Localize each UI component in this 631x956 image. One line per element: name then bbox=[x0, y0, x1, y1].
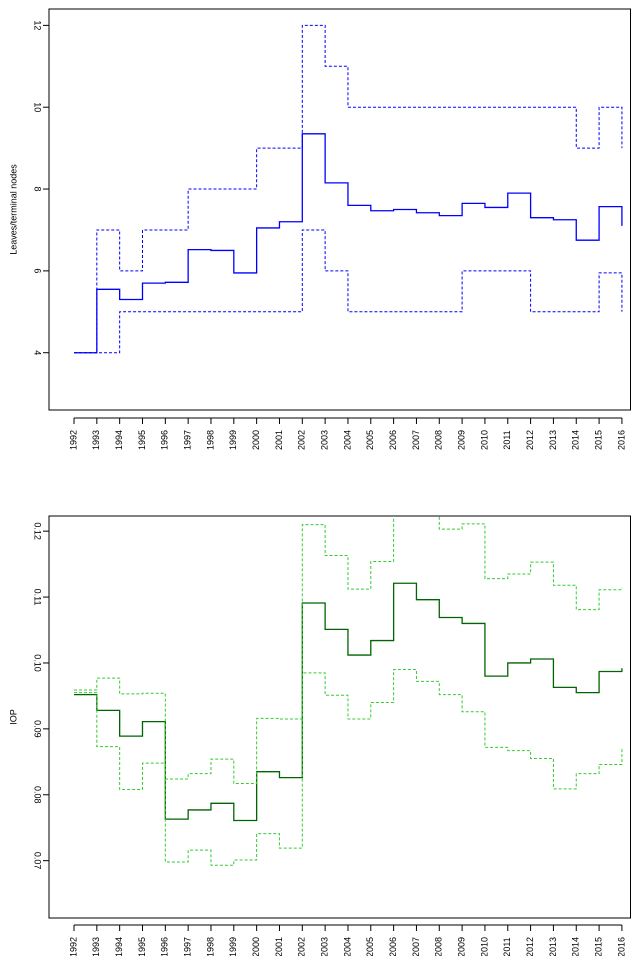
y-axis-title: IOP bbox=[8, 709, 18, 725]
y-tick-label: 0.10 bbox=[33, 654, 43, 672]
x-tick-label: 2010 bbox=[479, 937, 489, 956]
leaves-lower-series bbox=[74, 229, 623, 354]
x-tick-label: 1999 bbox=[228, 937, 238, 956]
iop-lower-series bbox=[74, 669, 623, 866]
y-tick-label: 12 bbox=[33, 20, 43, 30]
x-tick-label: 2016 bbox=[616, 430, 626, 450]
y-tick-label: 0.12 bbox=[33, 522, 43, 540]
x-tick-label: 2004 bbox=[342, 430, 352, 450]
leaves-upper-series bbox=[74, 24, 623, 354]
x-tick-label: 1998 bbox=[205, 937, 215, 956]
x-tick-label: 1996 bbox=[160, 937, 170, 956]
x-tick-label: 2009 bbox=[456, 430, 466, 450]
x-tick-label: 2001 bbox=[274, 937, 284, 956]
x-tick-label: 2010 bbox=[479, 430, 489, 450]
x-tick-label: 2001 bbox=[274, 430, 284, 450]
x-tick-label: 2004 bbox=[342, 937, 352, 956]
x-tick-label: 2000 bbox=[251, 937, 261, 956]
y-tick-label: 0.08 bbox=[33, 786, 43, 804]
iop-estimate-series bbox=[74, 582, 623, 822]
x-tick-label: 2012 bbox=[525, 430, 535, 450]
x-tick-label: 2009 bbox=[456, 937, 466, 956]
x-tick-label: 2007 bbox=[411, 937, 421, 956]
x-tick-label: 1996 bbox=[160, 430, 170, 450]
x-tick-label: 2005 bbox=[365, 937, 375, 956]
x-tick-label: 2014 bbox=[571, 937, 581, 956]
x-tick-label: 1994 bbox=[114, 937, 124, 956]
x-tick-label: 2011 bbox=[502, 937, 512, 956]
x-tick-label: 1998 bbox=[205, 430, 215, 450]
iop-chart-panel: 0.07 0.08 0.09 0.10 0.11 0.12 IOP 1992 1993 1994 1… bbox=[8, 515, 631, 956]
leaves-estimate-series bbox=[74, 133, 623, 354]
x-tick-label: 1995 bbox=[137, 430, 147, 450]
plot-frame bbox=[48, 8, 631, 411]
x-tick-label: 2011 bbox=[502, 430, 512, 449]
x-tick-label: 2014 bbox=[571, 430, 581, 450]
x-tick-label: 2002 bbox=[297, 430, 307, 450]
y-tick-label: 0.11 bbox=[33, 589, 43, 606]
x-tick-label: 2015 bbox=[593, 430, 603, 450]
x-tick-label: 2006 bbox=[388, 430, 398, 450]
leaves-chart-panel: 4 6 8 10 12 Leaves/terminal nodes 1992 1993 1994… bbox=[8, 8, 631, 450]
x-tick-label: 2003 bbox=[320, 937, 330, 956]
y-tick-label: 6 bbox=[33, 268, 43, 273]
x-tick-label: 2015 bbox=[593, 937, 603, 956]
x-tick-label: 1992 bbox=[68, 937, 78, 956]
x-tick-label: 1993 bbox=[91, 937, 101, 956]
x-tick-label: 2006 bbox=[388, 937, 398, 956]
x-tick-label: 1997 bbox=[183, 430, 193, 450]
x-tick-label: 2002 bbox=[297, 937, 307, 956]
x-tick-label: 2013 bbox=[548, 937, 558, 956]
x-tick-label: 1997 bbox=[183, 937, 193, 956]
x-tick-label: 1999 bbox=[228, 430, 238, 450]
plot-frame bbox=[48, 515, 631, 919]
x-tick-label: 2012 bbox=[525, 937, 535, 956]
x-tick-label: 2007 bbox=[411, 430, 421, 450]
x-tick-label: 1993 bbox=[91, 430, 101, 450]
x-tick-label: 2008 bbox=[434, 937, 444, 956]
y-tick-label: 4 bbox=[33, 350, 43, 355]
x-tick-label: 2000 bbox=[251, 430, 261, 450]
x-tick-label: 2008 bbox=[434, 430, 444, 450]
y-tick-label: 0.07 bbox=[33, 852, 43, 870]
y-tick-label: 8 bbox=[33, 187, 43, 192]
x-tick-label: 1992 bbox=[68, 430, 78, 450]
y-tick-label: 0.09 bbox=[33, 720, 43, 738]
x-tick-label: 1994 bbox=[114, 430, 124, 450]
x-tick-label: 2016 bbox=[616, 937, 626, 956]
y-axis-title: Leaves/terminal nodes bbox=[8, 164, 18, 255]
x-tick-label: 2003 bbox=[320, 430, 330, 450]
x-tick-label: 2013 bbox=[548, 430, 558, 450]
x-tick-label: 2005 bbox=[365, 430, 375, 450]
x-tick-label: 1995 bbox=[137, 937, 147, 956]
y-tick-label: 10 bbox=[33, 102, 43, 112]
